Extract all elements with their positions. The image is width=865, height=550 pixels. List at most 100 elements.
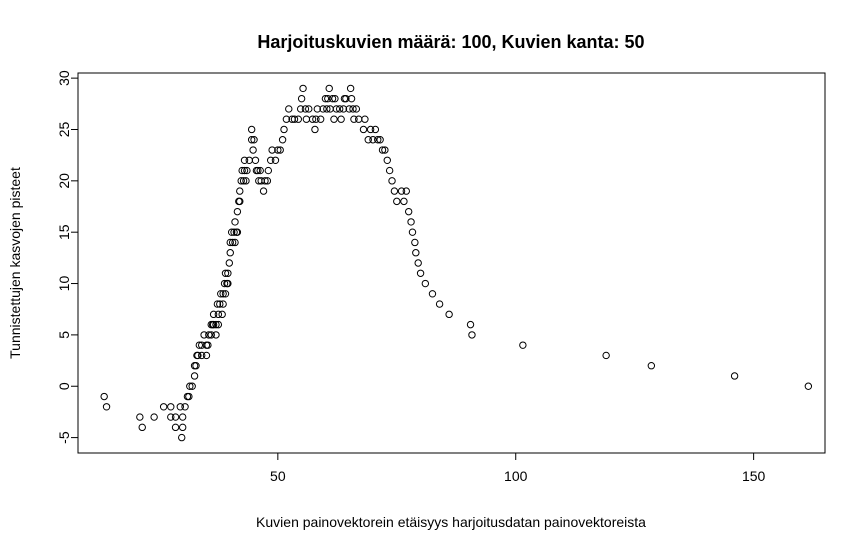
data-point (383, 156, 391, 164)
data-point (259, 187, 268, 195)
y-tick-label: 20 (56, 173, 72, 189)
data-point (167, 403, 175, 411)
data-point (204, 341, 212, 349)
data-point (233, 207, 242, 216)
data-point (297, 94, 306, 103)
data-point (264, 166, 273, 175)
data-point (393, 197, 401, 206)
data-point (214, 320, 223, 329)
data-point (349, 105, 357, 113)
x-tick-label: 100 (504, 468, 528, 484)
data-point (171, 423, 180, 432)
data-point (190, 372, 199, 380)
data-point (412, 249, 420, 257)
data-point (285, 105, 293, 113)
data-point (730, 372, 739, 380)
data-point (416, 269, 425, 277)
data-point (178, 423, 187, 432)
data-point (330, 115, 338, 123)
data-point (328, 94, 337, 103)
data-point (212, 320, 220, 329)
data-point (171, 413, 180, 421)
data-point (227, 228, 236, 236)
data-point (305, 105, 313, 113)
data-point (321, 94, 330, 103)
chart-title: Harjoituskuvien määrä: 100, Kuvien kanta… (257, 32, 644, 52)
data-point (278, 136, 287, 144)
x-axis: 50 100 150 (270, 452, 766, 484)
data-point (361, 115, 369, 123)
data-point (188, 382, 196, 390)
data-point (221, 290, 230, 298)
data-point (228, 238, 237, 247)
data-point (243, 166, 251, 175)
data-point (136, 413, 144, 421)
data-point (220, 279, 229, 288)
data-point (185, 392, 193, 401)
data-point (290, 115, 299, 123)
data-point (181, 403, 189, 411)
data-point (428, 290, 437, 298)
data-point (421, 279, 430, 288)
data-point (212, 331, 220, 339)
data-point (219, 290, 227, 298)
data-point (213, 300, 222, 308)
data-point (178, 413, 187, 421)
data-point (226, 249, 234, 257)
data-point (366, 125, 375, 134)
data-point (359, 125, 368, 134)
data-point (221, 269, 230, 277)
data-point (345, 105, 353, 113)
data-point (390, 187, 399, 195)
data-point (324, 94, 332, 103)
x-axis-label: Kuvien painovektorein etäisyys harjoitus… (256, 514, 646, 530)
data-point (376, 136, 384, 144)
data-point (407, 218, 415, 226)
data-point (647, 362, 656, 370)
plot-frame (77, 72, 826, 454)
data-point (214, 310, 223, 319)
data-point (268, 146, 276, 154)
data-point (236, 197, 244, 206)
data-point (209, 310, 218, 319)
data-point (299, 84, 307, 93)
data-point (216, 300, 224, 308)
data-point (404, 207, 413, 216)
data-point (400, 197, 408, 206)
data-point (225, 259, 234, 267)
data-points (100, 84, 813, 442)
data-point (408, 228, 417, 236)
data-point (350, 115, 358, 123)
x-tick-label: 50 (270, 468, 286, 484)
data-point (308, 115, 317, 123)
data-point (217, 290, 225, 298)
y-tick-label: 10 (56, 276, 72, 292)
data-point (251, 156, 260, 164)
data-point (198, 351, 206, 360)
data-point (207, 331, 215, 339)
data-point (231, 218, 239, 226)
data-point (100, 392, 108, 401)
data-point (519, 341, 527, 349)
data-point (388, 177, 396, 185)
data-point (240, 156, 249, 164)
data-point (381, 146, 389, 154)
data-point (202, 351, 211, 360)
y-tick-label: 25 (56, 121, 72, 137)
data-point (402, 187, 410, 195)
data-point (231, 238, 239, 247)
data-point (245, 156, 253, 164)
data-point (167, 413, 175, 421)
data-point (276, 146, 284, 154)
data-point (205, 331, 213, 339)
data-point (239, 177, 248, 185)
data-point (224, 279, 232, 288)
data-point (186, 382, 194, 390)
data-point (226, 238, 234, 247)
data-point (352, 105, 361, 113)
data-point (325, 84, 333, 93)
data-point (240, 166, 249, 175)
data-point (337, 115, 345, 123)
data-point (445, 310, 453, 319)
